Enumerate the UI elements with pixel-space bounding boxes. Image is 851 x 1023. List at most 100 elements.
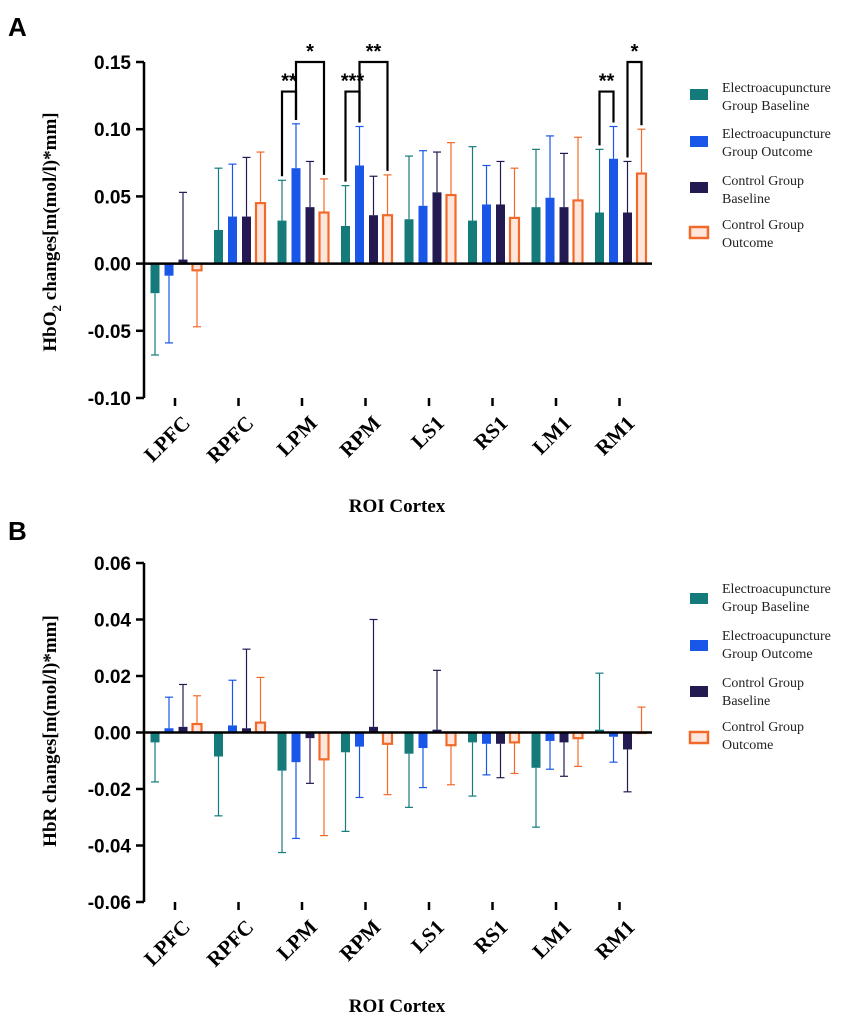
legend-b-label-3-line2: Outcome	[722, 738, 773, 753]
chart-a-ytick-label: 0.05	[94, 187, 131, 208]
legend-b-label-1-line1: Electroacupuncture	[722, 629, 831, 644]
chart-b-bar-rpm-s2	[369, 726, 378, 733]
chart-b-plot: 0.06 0.04 0.02 0.00 -0.02 -0.04 -0.06 LPFC RPFC L…	[88, 554, 652, 972]
chart-b-bar-lpfc-s1	[164, 728, 174, 733]
legend-a-swatch-2	[690, 182, 708, 193]
chart-a-bar-lm1-s3	[572, 199, 584, 265]
chart-a-xtick-label: LM1	[528, 411, 576, 459]
legend-a-label-0-line1: Electroacupuncture	[722, 81, 831, 96]
chart-a-bar-lpm-s3	[318, 211, 330, 265]
chart-b-xtick-label: RM1	[590, 915, 639, 964]
chart-a-bar-lpm-s1	[291, 168, 301, 264]
chart-a-xtick-label: RM1	[590, 411, 639, 460]
chart-b-bar-rm1-s0	[595, 729, 604, 733]
chart-b-ytick-label: 0.04	[94, 611, 131, 632]
chart-b-ytick-label: 0.00	[94, 724, 131, 745]
chart-b-xtick-label: LS1	[406, 915, 449, 958]
chart-b-bar-lpfc-s2	[178, 726, 188, 733]
chart-b-bar-ls1-s2	[432, 729, 442, 733]
chart-b-bar-rs1-s2	[496, 732, 505, 744]
chart-a-bar-lpfc-s1	[164, 263, 174, 276]
legend-b-swatch-2	[690, 686, 708, 697]
chart-b-ytick-label: -0.06	[88, 893, 131, 914]
chart-b-bar-rpfc-s0	[214, 732, 223, 757]
chart-b-bar-rs1-s1	[482, 732, 491, 744]
chart-a-bar-rm1-s2	[623, 212, 632, 264]
chart-a-bar-ls1-s1	[418, 205, 428, 264]
legend-b-swatch-0	[690, 593, 708, 604]
legend-a-label-1-line2: Group Outcome	[722, 145, 813, 160]
panel-b-letter: B	[8, 516, 27, 546]
legend-a-label-3-line1: Control Group	[722, 218, 804, 233]
chart-a-xtick-label: RPM	[335, 411, 386, 462]
chart-b-bar-rs1-s3	[508, 731, 521, 744]
chart-b-bar-lpfc-s3	[191, 722, 203, 734]
chart-a-ytick-label: 0.15	[94, 53, 131, 74]
chart-a-bar-rpm-s0	[341, 225, 350, 264]
chart-a-bar-lm1-s2	[559, 207, 569, 264]
chart-b-bar-rm1-s1	[609, 732, 618, 737]
chart-b-bar-rs1-s0	[468, 732, 477, 743]
chart-a-bar-rpfc-s3	[254, 202, 267, 265]
chart-a-sig-label: *	[306, 41, 314, 63]
chart-b-bar-rpfc-s1	[228, 725, 237, 733]
chart-a-bar-lpfc-s2	[178, 259, 188, 264]
chart-a-xtick-label: RS1	[469, 411, 512, 454]
chart-b-bar-lpfc-s0	[150, 732, 160, 743]
legend-b-swatch-3	[688, 730, 710, 745]
legend-b-swatch-1	[690, 640, 708, 651]
chart-a-bar-lpm-s0	[277, 220, 287, 264]
legend-a-label-2-line2: Baseline	[722, 192, 770, 207]
chart-b-bar-rpfc-s2	[242, 728, 251, 733]
chart-b-xtick-label: RS1	[469, 915, 512, 958]
legend-b-label-0-line1: Electroacupuncture	[722, 582, 831, 597]
chart-b-bar-rpfc-s3	[254, 721, 267, 734]
chart-a-bar-rpfc-s0	[214, 230, 223, 264]
chart-a-ytick-label: 0.10	[94, 120, 131, 141]
legend-b-label-1-line2: Group Outcome	[722, 647, 813, 662]
chart-b-ytick-label: 0.06	[94, 554, 131, 575]
panel-a-xlabel: ROI Cortex	[349, 496, 446, 517]
chart-a-bar-lpm-s2	[305, 207, 315, 264]
chart-a-sig-bracket	[280, 90, 298, 177]
chart-b-ytick-label: 0.02	[94, 667, 131, 688]
chart-b-ytick-label: -0.02	[88, 780, 131, 801]
chart-a-plot: 0.15 0.10 0.05 0.00 -0.05 -0.10 LPFC RPFC LPM RPM…	[88, 41, 652, 468]
chart-a-bar-rs1-s3	[508, 216, 521, 265]
legend-b-label-0-line2: Group Baseline	[722, 600, 809, 615]
chart-a-bar-rs1-s1	[482, 204, 491, 264]
chart-a-xtick-label: RPFC	[202, 411, 259, 468]
chart-b-xtick-label: LPFC	[139, 915, 195, 971]
chart-a-xtick-label: LPM	[272, 411, 322, 461]
legend-a-swatch-0	[690, 89, 708, 100]
chart-b-bar-ls1-s3	[445, 731, 457, 747]
chart-b-bar-lpm-s1	[291, 732, 301, 763]
legend-a-label-0-line2: Group Baseline	[722, 99, 809, 114]
panel-b-legend: Electroacupuncture Group Baseline Electr…	[688, 582, 831, 753]
chart-b-bar-lm1-s0	[531, 732, 541, 768]
chart-a-bar-rs1-s0	[468, 220, 477, 264]
chart-a-sig-label: ***	[341, 71, 365, 93]
chart-a-ytick-label: -0.10	[88, 389, 131, 410]
chart-b-xtick-label: LM1	[528, 915, 576, 963]
chart-a-bar-lm1-s0	[531, 207, 541, 264]
legend-b-label-2-line2: Baseline	[722, 694, 770, 709]
chart-a-bar-rm1-s3	[635, 172, 648, 265]
legend-a-swatch-1	[690, 136, 708, 147]
chart-b-bar-rpm-s0	[341, 732, 350, 753]
legend-b-label-2-line1: Control Group	[722, 676, 804, 691]
chart-a-bar-rs1-s2	[496, 204, 505, 264]
chart-a-sig-label: **	[366, 41, 382, 63]
chart-b-bar-lm1-s2	[559, 732, 569, 743]
chart-a-bar-ls1-s3	[445, 193, 457, 265]
chart-a-bar-lpfc-s0	[150, 263, 160, 294]
panel-a-ylabel: HbO2 changes[m(mol/l)*mm]	[40, 112, 64, 351]
chart-b-ytick-label: -0.04	[88, 837, 132, 858]
chart-a-bar-rpfc-s1	[228, 216, 237, 264]
chart-a-ytick-label: 0.00	[94, 255, 131, 276]
chart-a-bar-rpfc-s2	[242, 216, 251, 264]
chart-a-bar-ls1-s2	[432, 192, 442, 264]
chart-b-bar-lpm-s3	[318, 731, 330, 761]
chart-a-bar-rm1-s0	[595, 212, 604, 264]
legend-b-label-3-line1: Control Group	[722, 720, 804, 735]
